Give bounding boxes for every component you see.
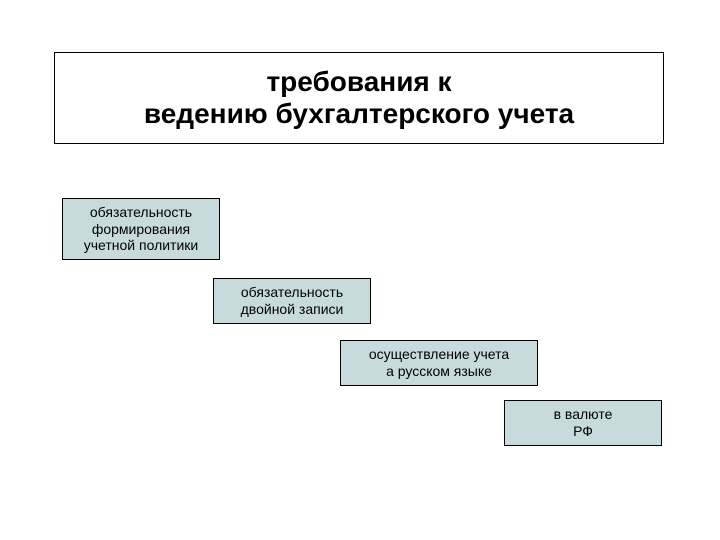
item-text-0: обязательность формирования учетной поли… xyxy=(84,204,198,254)
item-text-1: обязательность двойной записи xyxy=(241,284,344,318)
item-box-1: обязательность двойной записи xyxy=(213,278,371,324)
title-text: требования к ведению бухгалтерского учет… xyxy=(144,66,574,130)
item-box-2: осуществление учета а русском языке xyxy=(340,340,538,386)
item-box-0: обязательность формирования учетной поли… xyxy=(62,198,220,260)
item-text-3: в валюте РФ xyxy=(554,406,613,440)
title-box: требования к ведению бухгалтерского учет… xyxy=(54,52,664,144)
item-text-2: осуществление учета а русском языке xyxy=(369,346,509,380)
item-box-3: в валюте РФ xyxy=(504,400,662,446)
